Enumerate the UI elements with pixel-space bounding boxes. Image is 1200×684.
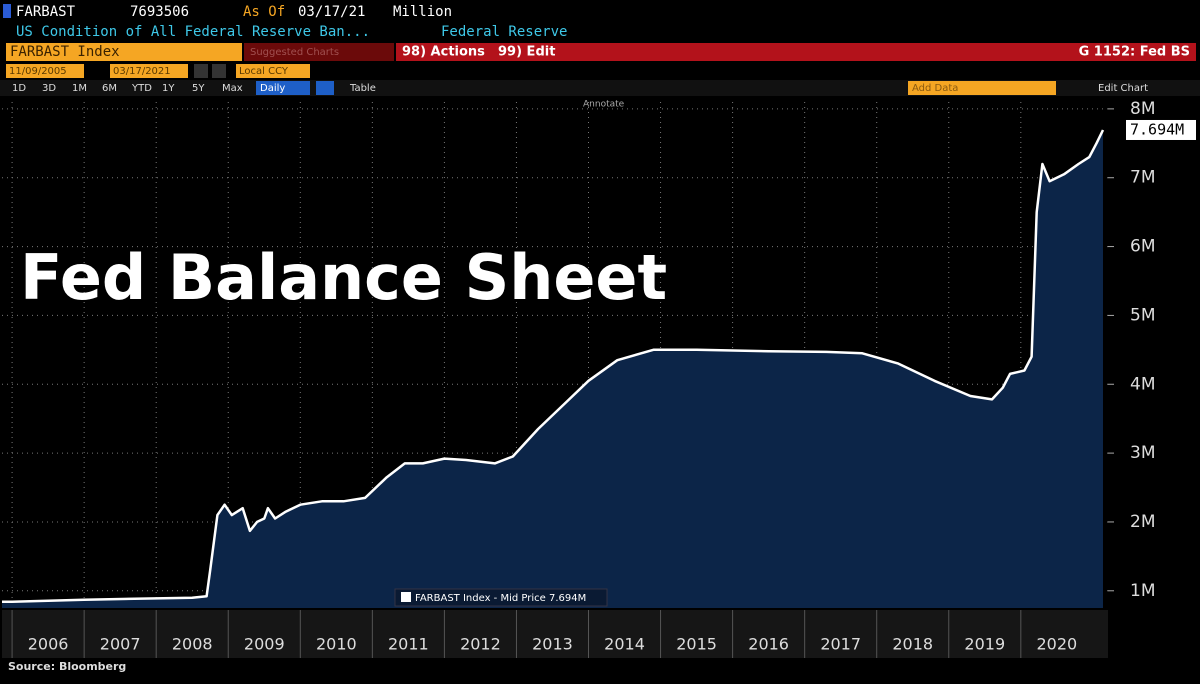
annotate-button[interactable]: Annotate — [583, 100, 625, 110]
timespan-button[interactable]: 1M — [72, 83, 87, 94]
y-tick-label: 7M — [1130, 168, 1155, 188]
x-tick-label: 2010 — [316, 635, 357, 654]
suggested-button[interactable] — [244, 43, 394, 61]
x-tick-label: 2008 — [172, 635, 213, 654]
timespan-button[interactable]: Max — [222, 83, 243, 94]
x-tick-label: 2013 — [532, 635, 573, 654]
actions-button[interactable]: 98) Actions — [402, 45, 485, 60]
start-date: 11/09/2005 — [9, 66, 67, 77]
start-date-field[interactable] — [6, 64, 84, 78]
last-value-box — [1126, 119, 1196, 140]
x-tick-label: 2015 — [676, 635, 717, 654]
timespan-group: 1D 3D 1M 6M YTD 1Y 5Y Max — [12, 83, 243, 94]
ticker: FARBAST — [16, 4, 76, 20]
plot: 1M 2M 3M 4M 5M 6M 7M 8M7.694M FARBAST Index - Mi… — [2, 99, 1196, 658]
as-of-label: As Of — [243, 4, 285, 20]
x-tick-label: 2011 — [388, 635, 429, 654]
source: Source: Bloomberg — [8, 660, 126, 673]
y-tick-label: 5M — [1130, 305, 1155, 325]
x-tick-label: 2012 — [460, 635, 501, 654]
annotation: Fed Balance Sheet — [20, 241, 667, 314]
edit-button[interactable]: 99) Edit — [498, 45, 555, 60]
table-button[interactable]: Table — [349, 83, 376, 94]
end-date-field[interactable] — [110, 64, 188, 78]
x-tick-label: 2017 — [820, 635, 861, 654]
legend-box — [394, 588, 608, 607]
description: US Condition of All Federal Reserve Ban.… — [16, 24, 370, 40]
chart-type-button[interactable] — [316, 81, 334, 95]
timespan-button[interactable]: 1Y — [162, 83, 175, 94]
x-tick-label: 2006 — [28, 635, 69, 654]
x-tick-label: 2019 — [964, 635, 1005, 654]
y-tick-label: 6M — [1130, 237, 1155, 257]
units: Million — [393, 4, 452, 20]
next-button[interactable] — [212, 64, 226, 78]
timespan-button[interactable]: YTD — [131, 83, 152, 94]
x-tick-label: 2009 — [244, 635, 285, 654]
area — [2, 130, 1103, 608]
y-tick-label: 2M — [1130, 512, 1155, 532]
currency: Local CCY — [239, 66, 289, 77]
suggested: Suggested Charts — [250, 47, 339, 58]
edit-chart-button[interactable]: Edit Chart — [1098, 83, 1148, 94]
end-date: 03/17/2021 — [113, 66, 171, 77]
y-tick-label: 4M — [1130, 374, 1155, 394]
timespan-button[interactable]: 5Y — [192, 83, 205, 94]
ticker-marker — [3, 4, 11, 18]
chart-id: G 1152: Fed BS — [1079, 45, 1190, 60]
timespan-button[interactable]: 6M — [102, 83, 117, 94]
currency-field[interactable] — [236, 64, 310, 78]
x-axis-band — [2, 610, 1108, 658]
legend-label: FARBAST Index - Mid Price 7.694M — [415, 593, 586, 604]
x-tick-label: 2014 — [604, 635, 645, 654]
timespan-button[interactable]: 1D — [12, 83, 26, 94]
x-tick-label: 2018 — [892, 635, 933, 654]
timespan-button[interactable]: 3D — [42, 83, 56, 94]
security-field[interactable] — [6, 43, 242, 61]
prev-button[interactable] — [194, 64, 208, 78]
action-bar — [396, 43, 1196, 61]
frequency-button[interactable] — [256, 81, 310, 95]
x-tick-label: 2016 — [748, 635, 789, 654]
as-of-date: 03/17/21 — [298, 4, 365, 20]
last-value: 7693506 — [130, 4, 189, 20]
y-tick-label: 1M — [1130, 581, 1155, 601]
y-tick-label: 3M — [1130, 443, 1155, 463]
y-tick-label: 8M — [1130, 99, 1155, 119]
frequency: Daily — [260, 83, 285, 94]
line — [2, 129, 1105, 604]
legend-swatch — [401, 592, 411, 602]
last-value-label: 7.694M — [1130, 120, 1184, 138]
x-tick-label: 2020 — [1036, 635, 1077, 654]
source-name: Federal Reserve — [441, 24, 567, 40]
add-data-field[interactable] — [908, 81, 1056, 95]
x-tick-label: 2007 — [100, 635, 141, 654]
security: FARBAST Index — [10, 44, 120, 60]
add-data: Add Data — [912, 83, 958, 94]
